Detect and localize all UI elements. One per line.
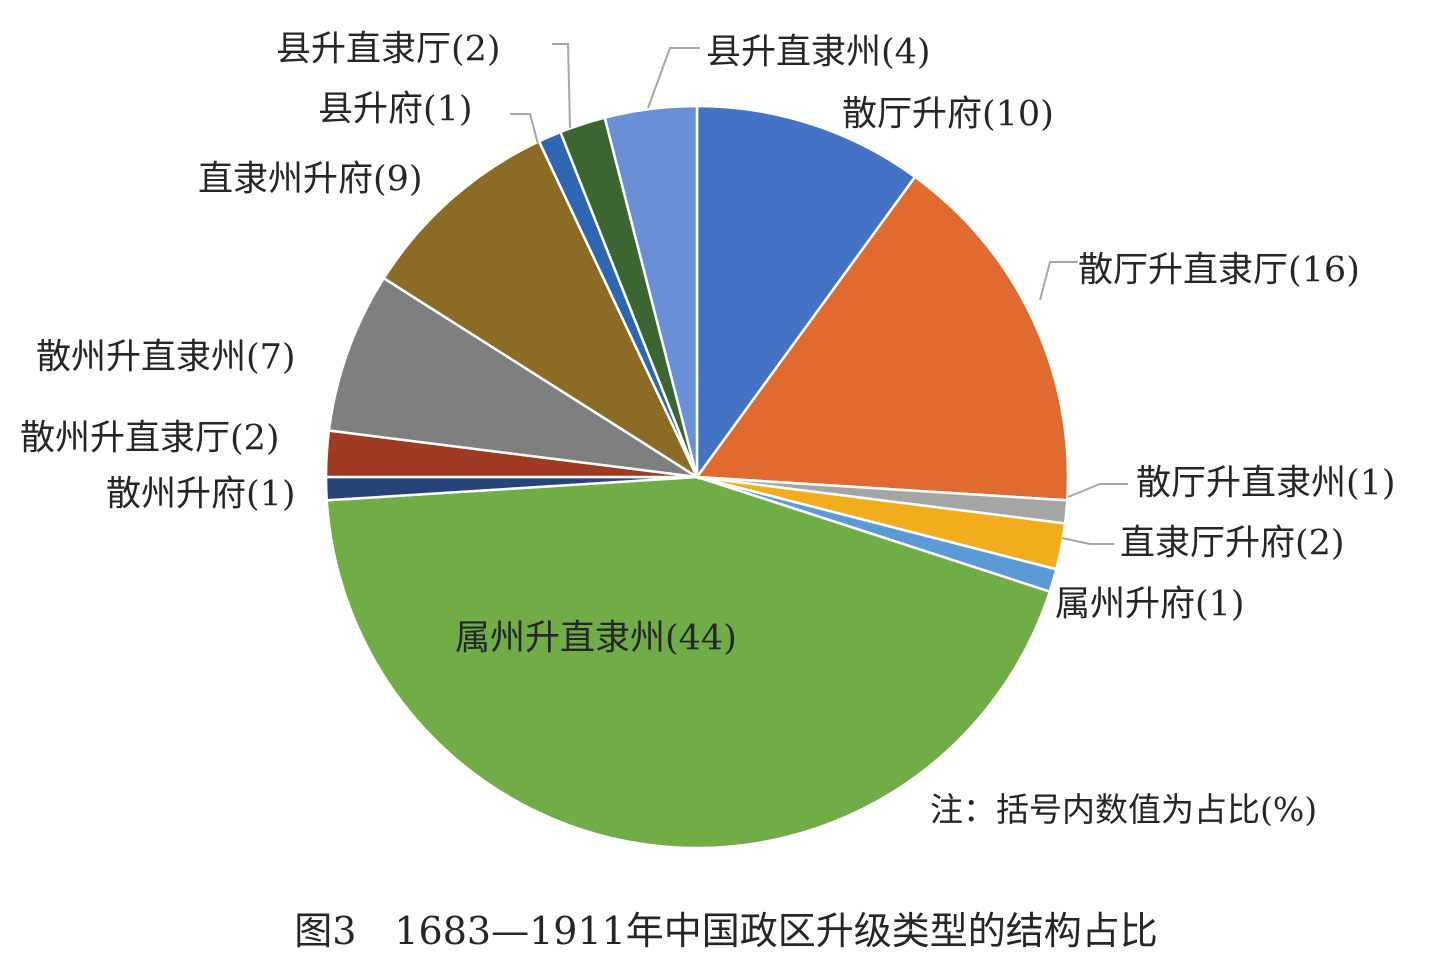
slice-label: 直隶厅升府(2) [1120, 524, 1345, 564]
slice-label: 散厅升直隶州(1) [1136, 464, 1396, 504]
leader-line [552, 43, 571, 129]
slice-label: 属州升府(1) [1055, 585, 1245, 625]
slice-label: 散州升府(1) [106, 475, 296, 515]
slice-label: 散厅升直隶厅(16) [1078, 251, 1360, 291]
chart-note: 注：括号内数值为占比(%) [930, 790, 1318, 829]
slice-label: 县升直隶厅(2) [276, 30, 501, 70]
pie-slice [325, 475, 1052, 850]
pie-slice [695, 104, 917, 481]
slice-label: 属州升直隶州(44) [455, 619, 737, 659]
pie-slice [694, 175, 1070, 502]
leader-line [647, 47, 700, 109]
pie-slice [327, 276, 698, 479]
leader-lines [510, 43, 1128, 545]
slice-label: 散州升直隶厅(2) [20, 419, 280, 459]
slice-labels: 散厅升府(10) 散厅升直隶厅(16) 散厅升直隶州(1) 直隶厅升府(2) 属州升府(… [20, 30, 1396, 659]
leader-line [510, 113, 539, 145]
pie-slice [603, 104, 699, 478]
slice-label: 直隶州升府(9) [198, 160, 423, 200]
leader-line [1039, 261, 1078, 301]
pie-slices [324, 104, 1070, 850]
slice-label: 散厅升府(10) [842, 95, 1054, 135]
slice-label: 县升直隶州(4) [706, 33, 931, 73]
leader-line [1061, 537, 1114, 545]
slice-label: 县升府(1) [318, 90, 473, 130]
figure-caption: 图3 1683—1911年中国政区升级类型的结构占比 [294, 909, 1158, 953]
pie-slice [382, 139, 700, 481]
leader-line [1067, 483, 1128, 498]
slice-label: 散州升直隶州(7) [36, 338, 296, 378]
